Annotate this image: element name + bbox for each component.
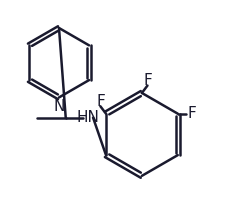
Text: F: F [187,106,196,121]
Text: F: F [95,94,104,109]
Text: F: F [142,73,151,88]
Text: N: N [53,99,64,114]
Text: HN: HN [76,110,99,125]
